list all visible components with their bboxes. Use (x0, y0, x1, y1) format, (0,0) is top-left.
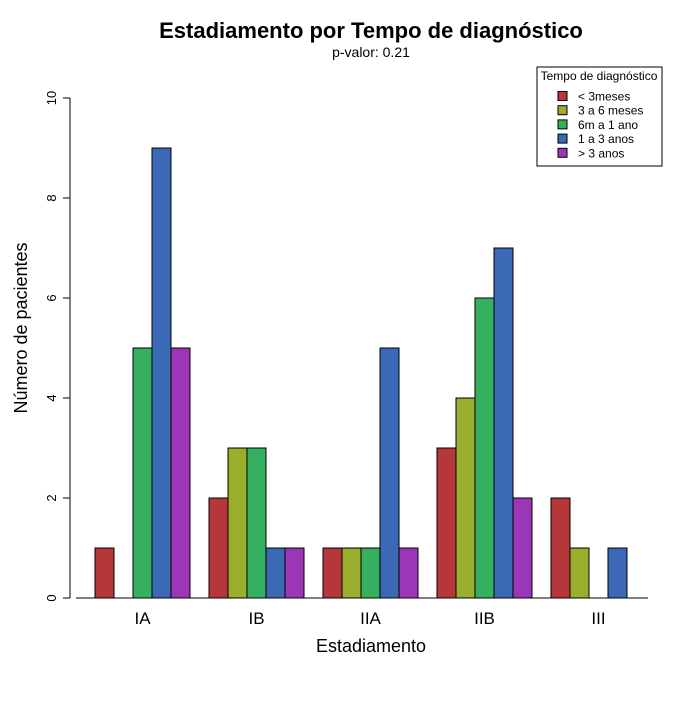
y-tick-label: 0 (44, 594, 59, 601)
bar-IIB-series-1 (436, 447, 457, 599)
bar-IIA-series-2 (341, 547, 362, 599)
bar-IB-series-2 (227, 447, 248, 599)
bar-IA-series-3 (132, 347, 153, 599)
legend-swatch (557, 105, 568, 116)
bar-group (94, 147, 628, 599)
x-category-label: IA (134, 609, 151, 628)
bar-IA-series-1 (94, 547, 115, 599)
bar-III-series-1 (550, 497, 571, 599)
legend-swatch (557, 147, 568, 158)
y-tick-label: 8 (44, 194, 59, 201)
legend-label: > 3 anos (578, 146, 624, 160)
bar-IB-series-5 (284, 547, 305, 599)
bar-IIB-series-5 (512, 497, 533, 599)
x-category-label: IIA (360, 609, 381, 628)
bar-IIA-series-1 (322, 547, 343, 599)
x-category-label: IIB (474, 609, 495, 628)
legend-label: < 3meses (578, 90, 630, 104)
y-tick-label: 6 (44, 294, 59, 301)
x-category-label: IB (248, 609, 264, 628)
bar-IIA-series-4 (379, 347, 400, 599)
x-category-label: III (591, 609, 605, 628)
bar-IA-series-4 (151, 147, 172, 599)
x-axis-title: Estadiamento (316, 636, 426, 656)
y-tick-label: 10 (44, 91, 59, 105)
legend-swatch (557, 119, 568, 130)
bar-IIB-series-4 (493, 247, 514, 599)
y-axis-title: Número de pacientes (11, 242, 31, 413)
legend-title: Tempo de diagnóstico (541, 69, 658, 83)
bar-IA-series-5 (170, 347, 191, 599)
legend-label: 3 a 6 meses (578, 104, 643, 118)
bar-IIB-series-2 (455, 397, 476, 599)
legend-label: 6m a 1 ano (578, 118, 638, 132)
chart-title: Estadiamento por Tempo de diagnóstico (159, 18, 583, 43)
legend-label: 1 a 3 anos (578, 132, 634, 146)
y-tick-label: 2 (44, 494, 59, 501)
bar-IIB-series-3 (474, 297, 495, 599)
legend-swatch (557, 133, 568, 144)
bar-IIA-series-5 (398, 547, 419, 599)
chart-subtitle: p-valor: 0.21 (332, 44, 410, 60)
bar-IB-series-3 (246, 447, 267, 599)
legend-swatch (557, 91, 568, 101)
bar-IB-series-1 (208, 497, 229, 599)
bar-III-series-2 (569, 547, 590, 599)
x-axis-categories: IA IB IIA IIB III (134, 609, 605, 628)
bar-IIA-series-3 (360, 547, 381, 599)
bar-IB-series-4 (265, 547, 286, 599)
bar-III-series-4 (607, 547, 628, 599)
y-tick-label: 4 (44, 394, 59, 401)
